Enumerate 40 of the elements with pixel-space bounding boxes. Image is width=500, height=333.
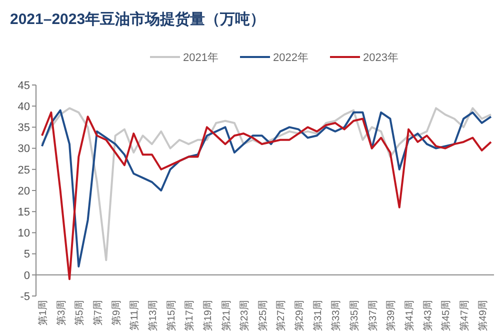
x-tick-label: 第33周 [330,300,342,332]
x-tick-label: 第23周 [238,300,251,332]
y-tick-label: 40 [18,100,30,113]
legend-label: 2022年 [273,52,308,64]
x-tick-label: 第1周 [37,300,49,326]
y-tick-label: 35 [18,122,30,134]
x-tick-label: 第17周 [184,300,196,332]
x-tick-label: 第43周 [422,300,434,332]
y-tick-label: 10 [18,228,30,240]
x-tick-label: 第41周 [404,300,416,332]
x-tick-label: 第5周 [74,300,86,326]
chart-title: 2021–2023年豆油市场提货量（万吨） [10,10,266,28]
x-tick-label: 第39周 [385,300,398,332]
y-tick-label: -5 [20,290,30,303]
x-tick-label: 第49周 [476,300,489,332]
x-tick-label: 第45周 [440,300,452,332]
x-tick-label: 第13周 [146,300,159,332]
y-tick-label: 5 [24,248,30,261]
y-tick-label: 15 [18,206,30,218]
x-tick-label: 第11周 [128,300,141,330]
y-tick-label: 30 [18,143,30,156]
x-tick-label: 第15周 [165,300,178,332]
x-tick-label: 第47周 [458,300,471,332]
x-tick-label: 第7周 [92,300,104,326]
x-tick-label: 第35周 [348,300,361,332]
x-tick-label: 第9周 [110,300,122,326]
x-tick-label: 第25周 [256,300,269,332]
x-tick-label: 第29周 [294,300,306,332]
legend-label: 2023年 [363,52,398,64]
y-tick-label: 45 [18,80,30,92]
x-tick-label: 第31周 [312,300,324,332]
x-tick-label: 第37周 [366,300,379,332]
x-tick-label: 第21周 [220,300,232,332]
x-tick-label: 第27周 [275,300,288,332]
legend-label: 2021年 [183,52,218,64]
x-tick-label: 第3周 [55,300,68,326]
x-tick-label: 第19周 [202,300,214,332]
y-tick-label: 0 [24,270,30,282]
y-tick-label: 25 [18,164,30,176]
y-tick-label: 20 [18,185,30,198]
